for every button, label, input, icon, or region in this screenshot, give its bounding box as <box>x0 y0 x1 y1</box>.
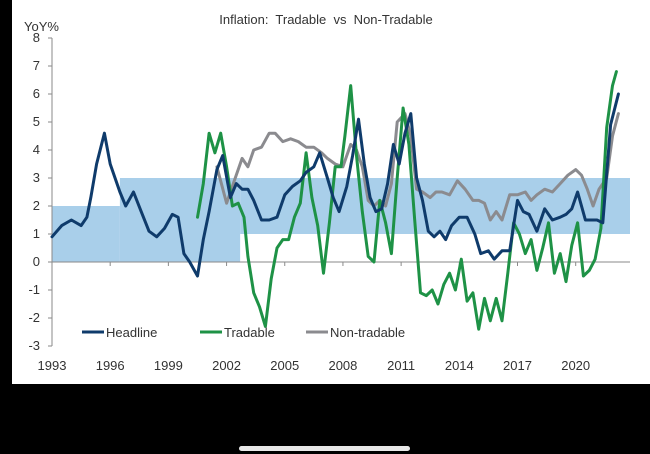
y-tick-label: 3 <box>33 170 40 185</box>
y-tick-label: 6 <box>33 86 40 101</box>
x-tick-label: 2002 <box>212 358 241 373</box>
y-tick-label: -2 <box>28 310 40 325</box>
y-axis-label: YoY% <box>24 19 59 34</box>
series-line-headline <box>50 92 620 278</box>
target-band-segment <box>240 178 631 234</box>
chart-title: Inflation: Tradable vs Non-Tradable <box>219 12 432 27</box>
chart-panel: Inflation: Tradable vs Non-Tradable YoY%… <box>12 0 650 384</box>
x-tick-label: 2011 <box>387 358 415 373</box>
x-tick-label: 1993 <box>38 358 67 373</box>
legend: Headline Tradable Non-tradable <box>82 325 405 340</box>
x-tick-label: 2014 <box>445 358 474 373</box>
legend-label: Non-tradable <box>330 325 405 340</box>
axes: -3 -2 -1 0 1 2 3 4 5 6 7 8 1993 1996 1999 2002 2005 2008 2… <box>28 30 630 373</box>
x-tick-label: 2008 <box>328 358 357 373</box>
y-tick-label: -1 <box>28 282 40 297</box>
x-tick-label: 2005 <box>270 358 299 373</box>
x-tick-label: 1999 <box>154 358 183 373</box>
home-indicator[interactable] <box>239 446 410 451</box>
x-tick-label: 2020 <box>561 358 590 373</box>
series-lines <box>50 70 620 331</box>
y-tick-label: 5 <box>33 114 40 129</box>
y-tick-label: 1 <box>33 226 40 241</box>
legend-label: Headline <box>106 325 157 340</box>
y-tick-label: 2 <box>33 198 40 213</box>
legend-label: Tradable <box>224 325 275 340</box>
y-tick-label: 7 <box>33 58 40 73</box>
inflation-chart: Inflation: Tradable vs Non-Tradable YoY%… <box>24 12 631 373</box>
x-tick-label: 1996 <box>96 358 125 373</box>
y-tick-label: -3 <box>28 338 40 353</box>
x-tick-label: 2017 <box>503 358 532 373</box>
y-tick-label: 0 <box>33 254 40 269</box>
y-tick-label: 8 <box>33 30 40 45</box>
y-tick-label: 4 <box>33 142 40 157</box>
